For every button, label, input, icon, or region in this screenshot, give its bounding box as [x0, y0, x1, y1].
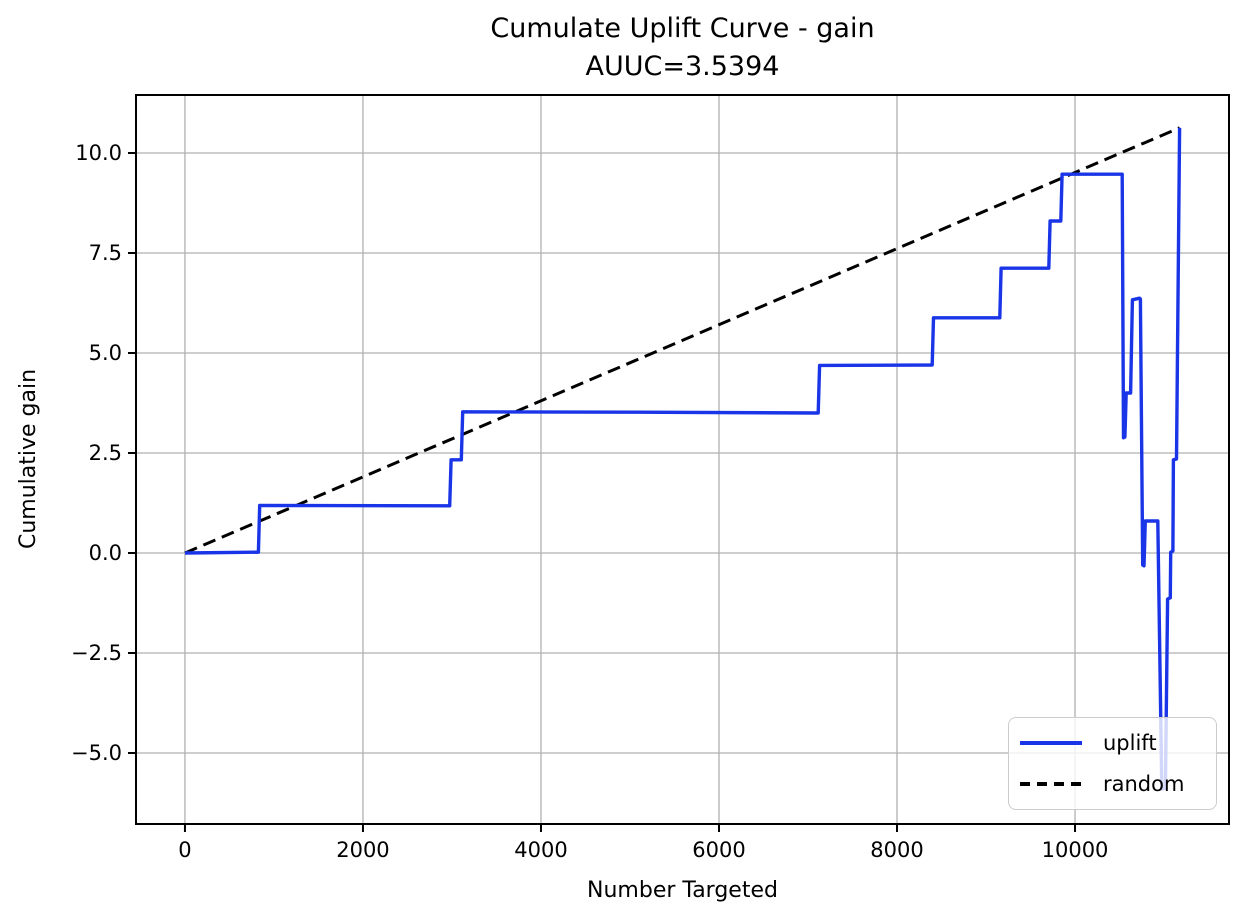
- legend-label-random: random: [1103, 772, 1185, 796]
- y-tick-label: 7.5: [88, 241, 122, 265]
- legend-item-random: random: [1009, 768, 1216, 800]
- y-tick-label: −2.5: [71, 641, 122, 665]
- y-tick-label: 5.0: [88, 341, 122, 365]
- chart-title: Cumulate Uplift Curve - gain: [490, 13, 875, 44]
- random-line-sample: [1020, 782, 1082, 786]
- y-tick-label: 2.5: [88, 441, 122, 465]
- x-tick-label: 8000: [870, 838, 924, 862]
- x-tick-label: 4000: [514, 838, 568, 862]
- y-tick-label: 0.0: [88, 541, 122, 565]
- x-tick-label: 10000: [1041, 838, 1109, 862]
- x-tick-label: 0: [178, 838, 192, 862]
- chart-subtitle-auuc: AUUC=3.5394: [585, 51, 780, 82]
- legend-item-uplift: uplift: [1009, 727, 1216, 759]
- legend-label-uplift: uplift: [1103, 731, 1157, 755]
- uplift-line: [184, 127, 1182, 791]
- uplift-line-sample: [1020, 741, 1082, 745]
- chart-title-block: Cumulate Uplift Curve - gain AUUC=3.5394: [136, 10, 1229, 86]
- x-tick-label: 2000: [336, 838, 390, 862]
- y-tick-label: 10.0: [75, 141, 122, 165]
- axes-border: [135, 94, 1230, 825]
- x-tick-label: 6000: [692, 838, 746, 862]
- x-axis-label: Number Targeted: [587, 878, 778, 903]
- random-line: [184, 126, 1181, 555]
- y-axis-label-text: Cumulative gain: [16, 368, 41, 550]
- y-tick-label: −5.0: [71, 741, 122, 765]
- legend: uplift random: [1008, 717, 1217, 810]
